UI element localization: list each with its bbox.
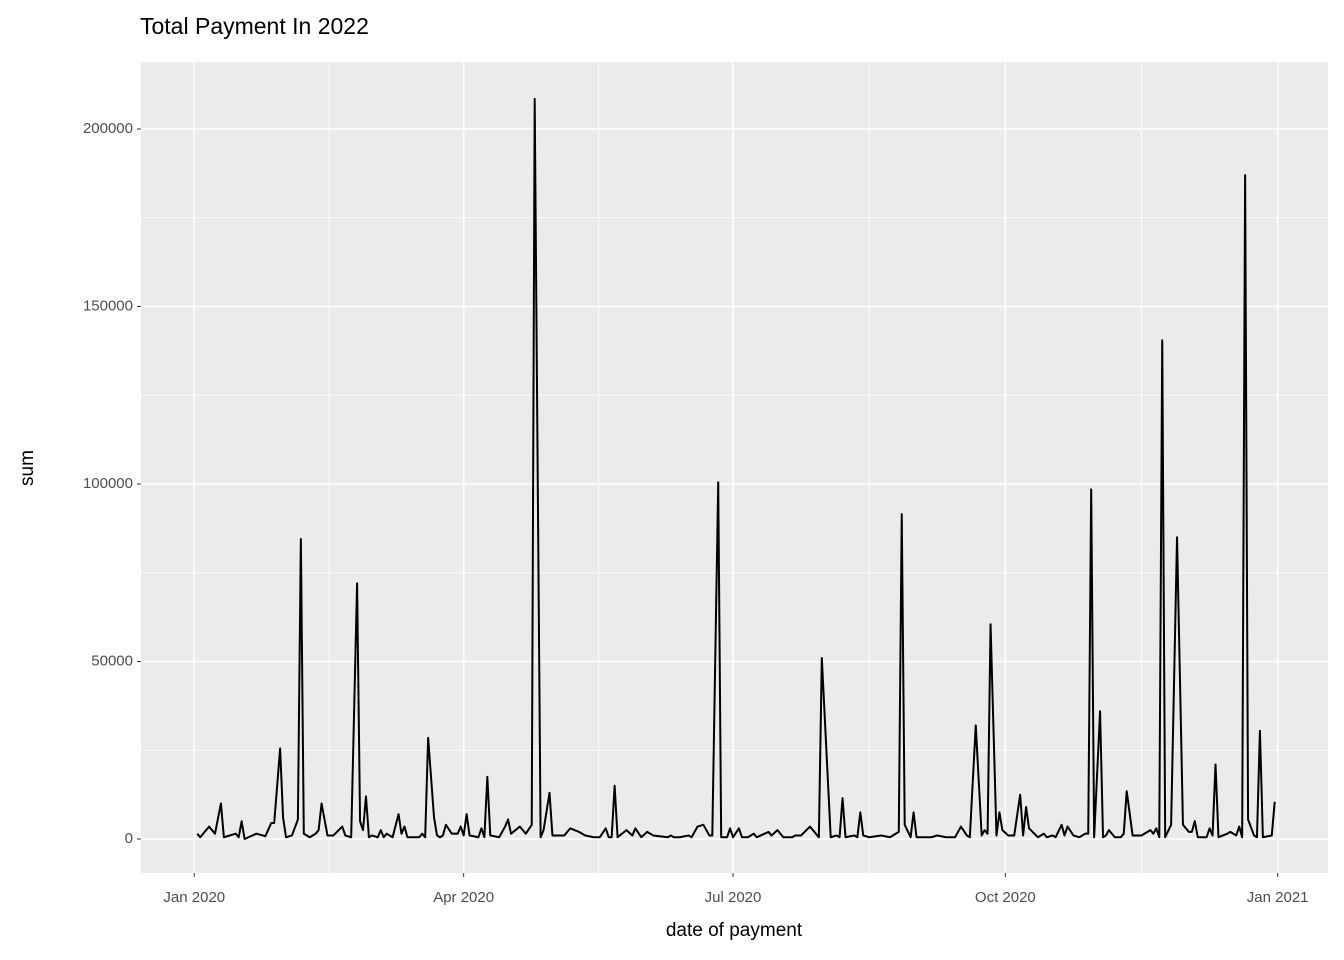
x-axis-title: date of payment (666, 920, 803, 941)
marks (196, 97, 1276, 840)
x-tick-label: Apr 2020 (433, 889, 494, 906)
data-line (196, 97, 1276, 840)
y-tick-label: 150000 (83, 297, 133, 314)
y-tick-label: 200000 (83, 120, 133, 137)
x-tick-label: Jan 2021 (1247, 889, 1309, 906)
y-tick-label: 0 (125, 830, 133, 847)
x-tick-label: Oct 2020 (975, 889, 1036, 906)
y-tick-label: 50000 (91, 652, 133, 669)
panel-background (141, 62, 1328, 873)
chart-title: Total Payment In 2022 (140, 13, 369, 39)
grid (141, 62, 1328, 873)
x-tick-label: Jan 2020 (163, 889, 225, 906)
x-tick-label: Jul 2020 (705, 889, 762, 906)
y-axis-title: sum (17, 450, 38, 486)
y-tick-label: 100000 (83, 475, 133, 492)
